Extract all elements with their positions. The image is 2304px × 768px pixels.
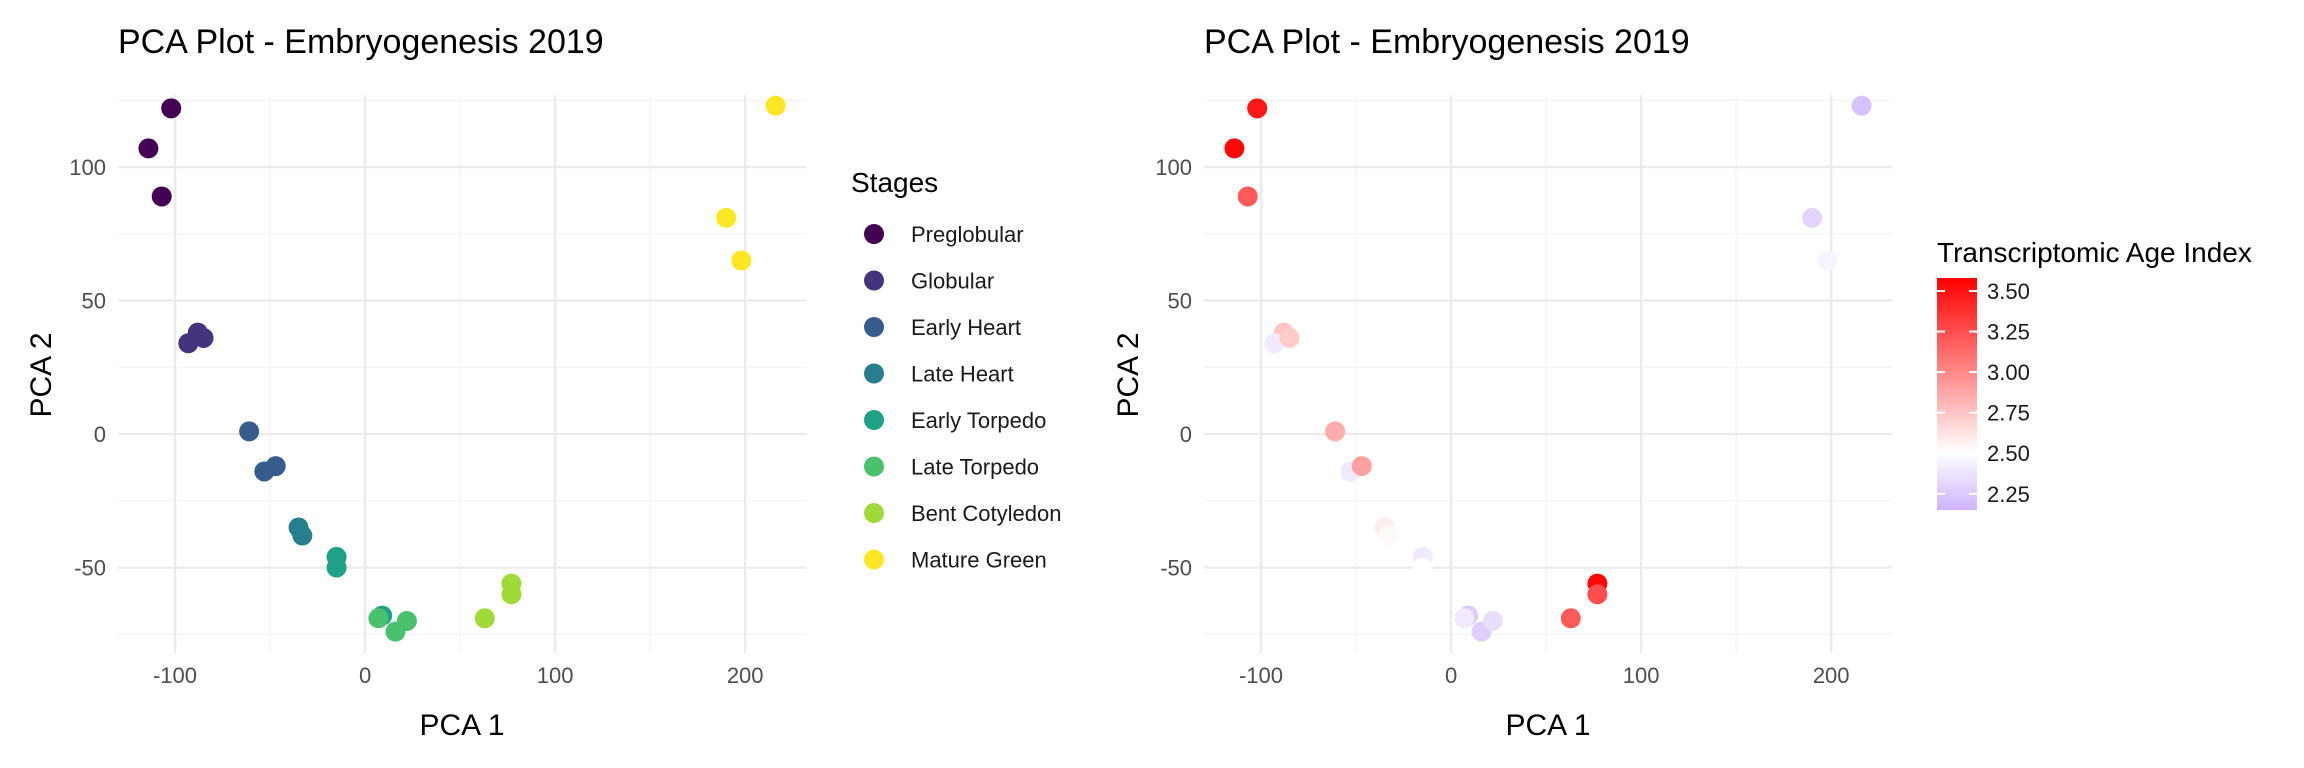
left-chart-x-tick-label: -100 — [153, 663, 197, 688]
right-chart-point — [1454, 608, 1475, 629]
left-chart-point — [368, 608, 389, 629]
stages-legend-title: Stages — [851, 167, 938, 198]
legend-label-early-torpedo: Early Torpedo — [911, 408, 1046, 433]
legend-key-early-torpedo — [864, 410, 884, 430]
left-chart-point — [265, 456, 286, 477]
right-chart-point — [1817, 250, 1838, 271]
left-chart-x-tick-label: 100 — [537, 663, 574, 688]
left-chart-point — [716, 207, 737, 228]
right-chart-grid — [1204, 95, 1892, 653]
right-chart-point — [1482, 610, 1503, 631]
left-chart-grid — [118, 95, 806, 653]
right-chart-x-tick-label: -100 — [1239, 663, 1283, 688]
colorbar-tick-label: 3.50 — [1987, 279, 2030, 304]
right-chart-point — [1560, 608, 1581, 629]
left-chart-panel: PCA Plot - Embryogenesis 2019 -100 0 100 20… — [25, 23, 806, 742]
right-chart-point — [1224, 138, 1245, 159]
legend-label-late-heart: Late Heart — [911, 362, 1014, 387]
left-chart-point — [731, 250, 752, 271]
legend-key-early-heart — [864, 317, 884, 337]
legend-label-globular: Globular — [911, 269, 994, 294]
colorbar-tick-label: 2.25 — [1987, 482, 2030, 507]
left-chart-y-tick-label: 0 — [94, 422, 106, 447]
colorbar-tick-label: 2.50 — [1987, 441, 2030, 466]
right-chart-x-tick-label: 200 — [1813, 663, 1850, 688]
right-chart-point — [1237, 186, 1258, 207]
legend-key-late-torpedo — [864, 456, 884, 477]
legend-key-mature-green — [864, 549, 884, 570]
left-chart-y-axis-title: PCA 2 — [25, 332, 58, 417]
left-chart-point — [138, 138, 159, 159]
left-chart-point — [239, 421, 260, 442]
age-index-colorbar-legend: Transcriptomic Age Index 3.50 3.25 3.00 2.7… — [1937, 237, 2252, 510]
right-chart-point — [1587, 584, 1608, 605]
right-chart-x-tick-label: 100 — [1623, 663, 1660, 688]
left-chart-x-axis-title: PCA 1 — [419, 709, 504, 742]
left-chart-tick-labels: -100 0 100 200 -50 0 50 100 — [69, 155, 763, 688]
legend-label-bent-cotyledon: Bent Cotyledon — [911, 501, 1061, 526]
left-chart-x-tick-label: 0 — [359, 663, 371, 688]
right-chart-y-tick-label: 100 — [1155, 155, 1192, 180]
right-chart-point — [1851, 95, 1872, 116]
left-chart-title: PCA Plot - Embryogenesis 2019 — [118, 23, 604, 61]
left-chart-points — [138, 95, 786, 642]
left-chart-y-tick-label: 50 — [82, 289, 106, 314]
legend-label-preglobular: Preglobular — [911, 222, 1024, 247]
left-chart-point — [765, 95, 786, 116]
legend-key-globular — [864, 270, 884, 291]
age-index-colorbar — [1937, 278, 1977, 510]
left-chart-y-tick-label: 100 — [69, 155, 106, 180]
legend-label-late-torpedo: Late Torpedo — [911, 455, 1039, 480]
legend-key-bent-cotyledon — [864, 503, 884, 523]
colorbar-tick-label: 3.25 — [1987, 320, 2030, 345]
right-chart-y-tick-label: 50 — [1168, 289, 1192, 314]
right-chart-point — [1264, 333, 1285, 354]
right-chart-point — [1412, 557, 1433, 578]
right-chart-point — [1325, 421, 1346, 442]
right-chart-points — [1224, 95, 1872, 642]
legend-key-late-heart — [864, 363, 884, 384]
right-chart-panel: PCA Plot - Embryogenesis 2019 -100 0 100 20… — [1112, 23, 1892, 742]
left-chart-point — [326, 557, 347, 578]
stages-legend: Stages Preglobular Globular Early Heart Lat… — [851, 167, 1061, 573]
right-chart-title: PCA Plot - Embryogenesis 2019 — [1204, 23, 1690, 61]
left-chart-point — [396, 610, 417, 631]
left-chart-point — [292, 525, 313, 546]
age-index-colorbar-ticks: 3.50 3.25 3.00 2.75 2.50 2.25 — [1937, 279, 2030, 507]
left-chart-point — [474, 608, 495, 629]
left-chart-point — [161, 98, 182, 119]
right-chart-y-axis-title: PCA 2 — [1112, 332, 1145, 417]
right-chart-point — [1378, 525, 1399, 546]
right-chart-x-tick-label: 0 — [1445, 663, 1457, 688]
colorbar-tick-label: 3.00 — [1987, 360, 2030, 385]
legend-key-preglobular — [864, 224, 884, 244]
legend-label-mature-green: Mature Green — [911, 548, 1047, 573]
stages-legend-items: Preglobular Globular Early Heart Late Heart… — [864, 222, 1061, 573]
legend-label-early-heart: Early Heart — [911, 315, 1021, 340]
left-chart-point — [501, 584, 522, 605]
colorbar-tick-label: 2.75 — [1987, 401, 2030, 426]
right-chart-point — [1802, 207, 1823, 228]
right-chart-point — [1351, 456, 1372, 477]
right-chart-point — [1279, 327, 1300, 348]
left-chart-point — [178, 333, 199, 354]
right-chart-y-tick-label: -50 — [1160, 556, 1192, 581]
left-chart-x-tick-label: 200 — [727, 663, 764, 688]
right-chart-y-tick-label: 0 — [1180, 422, 1192, 447]
left-chart-point — [151, 186, 172, 207]
right-chart-point — [1247, 98, 1268, 119]
age-index-legend-title: Transcriptomic Age Index — [1937, 237, 2252, 268]
right-chart-tick-labels: -100 0 100 200 -50 0 50 100 — [1155, 155, 1849, 688]
right-chart-x-axis-title: PCA 1 — [1505, 709, 1590, 742]
left-chart-y-tick-label: -50 — [74, 556, 106, 581]
left-chart-point — [193, 327, 214, 348]
